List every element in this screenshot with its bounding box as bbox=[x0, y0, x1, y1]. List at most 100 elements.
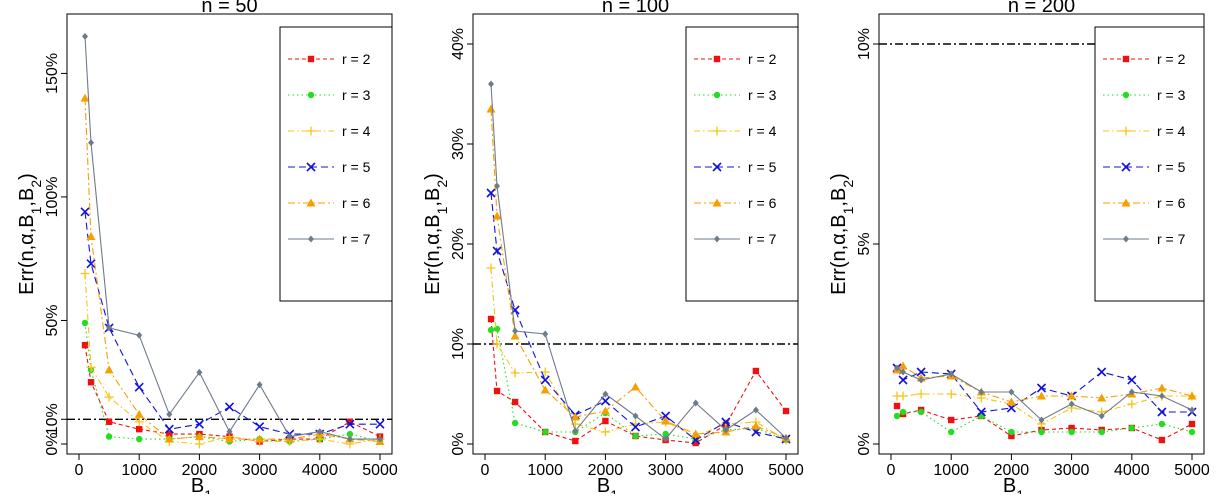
y-tick-label: 0% bbox=[856, 432, 873, 455]
data-point bbox=[602, 417, 609, 425]
data-point bbox=[752, 406, 759, 414]
data-point bbox=[542, 428, 549, 436]
data-point bbox=[486, 263, 496, 273]
data-point bbox=[691, 429, 701, 438]
legend: r = 2 r = 3 r = 4 r = 5 r = 6 r = 7 bbox=[279, 26, 393, 302]
data-point bbox=[632, 432, 639, 440]
x-tick-label: 5000 bbox=[768, 462, 804, 479]
data-point bbox=[286, 433, 293, 441]
legend-marker bbox=[714, 235, 720, 243]
data-point bbox=[80, 269, 90, 279]
data-point bbox=[492, 246, 502, 256]
legend-label: r = 2 bbox=[748, 51, 777, 67]
x-tick-label: 3000 bbox=[648, 462, 684, 479]
series-line bbox=[84, 322, 381, 443]
data-point bbox=[511, 398, 519, 406]
legend-label: r = 5 bbox=[748, 159, 777, 175]
data-point bbox=[917, 408, 925, 416]
legend-label: r = 2 bbox=[342, 51, 371, 67]
series-line bbox=[896, 411, 1193, 433]
data-point bbox=[899, 408, 907, 416]
data-point bbox=[486, 188, 496, 198]
data-point bbox=[898, 361, 908, 370]
data-point bbox=[1188, 428, 1196, 436]
data-point bbox=[1038, 428, 1045, 436]
data-point bbox=[1158, 392, 1165, 400]
data-point bbox=[1067, 391, 1077, 400]
data-point bbox=[106, 324, 113, 332]
chart-panel-1: n = 50 0 1000 2000 3000 4000 5000 B1 0%10% 50% 100… bbox=[16, 0, 398, 499]
data-point bbox=[916, 367, 926, 377]
x-tick-label: 5000 bbox=[1174, 462, 1210, 479]
legend-label: r = 6 bbox=[1157, 195, 1186, 211]
data-point bbox=[136, 435, 143, 443]
data-point bbox=[721, 417, 731, 427]
data-point bbox=[570, 419, 580, 429]
y-tick-label: 0% bbox=[44, 432, 61, 455]
legend-label: r = 4 bbox=[748, 123, 777, 139]
data-point bbox=[86, 259, 96, 269]
legend-label: r = 4 bbox=[342, 123, 371, 139]
x-tick-label: 2000 bbox=[182, 462, 218, 479]
legend-marker bbox=[712, 162, 722, 172]
data-point bbox=[1008, 432, 1015, 440]
series-line bbox=[490, 267, 787, 441]
legend-marker bbox=[1121, 162, 1131, 172]
data-point bbox=[752, 367, 760, 375]
legend-box bbox=[685, 26, 799, 302]
y-tick-label: 30% bbox=[450, 128, 467, 160]
data-point bbox=[224, 402, 235, 412]
data-point bbox=[631, 382, 640, 391]
legend-label: r = 7 bbox=[342, 231, 371, 247]
data-point bbox=[600, 406, 610, 415]
data-point bbox=[166, 410, 173, 418]
data-point bbox=[1068, 400, 1075, 408]
y-tick-label: 150% bbox=[44, 53, 61, 94]
data-point bbox=[1098, 428, 1105, 436]
legend-marker bbox=[1121, 198, 1131, 207]
legend-marker bbox=[306, 162, 316, 172]
legend-marker bbox=[306, 198, 316, 207]
data-point bbox=[632, 412, 639, 420]
data-point bbox=[346, 430, 354, 438]
y-tick-label: 0% bbox=[450, 432, 467, 455]
series-line bbox=[490, 328, 787, 441]
data-point bbox=[900, 368, 907, 376]
data-point bbox=[493, 325, 501, 333]
x-tick-label: 1000 bbox=[527, 462, 563, 479]
y-tick-label: 10% bbox=[44, 403, 61, 435]
data-point bbox=[1187, 391, 1197, 400]
data-point bbox=[86, 362, 96, 372]
legend-marker bbox=[307, 55, 315, 63]
data-point bbox=[512, 327, 519, 335]
legend-label: r = 3 bbox=[342, 87, 371, 103]
x-axis-label: B1 bbox=[1003, 475, 1024, 494]
x-tick-label: 4000 bbox=[302, 462, 338, 479]
data-point bbox=[510, 331, 520, 340]
legend-label: r = 7 bbox=[748, 231, 777, 247]
data-point bbox=[87, 379, 95, 386]
x-tick-label: 0 bbox=[75, 462, 84, 479]
y-tick-label: 20% bbox=[450, 228, 467, 260]
data-point bbox=[918, 376, 925, 384]
data-point bbox=[316, 428, 323, 436]
data-point bbox=[255, 434, 265, 443]
y-tick-label: 10% bbox=[450, 328, 467, 360]
data-point bbox=[493, 387, 501, 395]
data-point bbox=[1037, 391, 1046, 400]
legend-marker bbox=[713, 91, 721, 99]
data-point bbox=[104, 392, 114, 402]
chart-title: n = 100 bbox=[602, 0, 669, 17]
data-point bbox=[540, 375, 550, 385]
data-point bbox=[1098, 412, 1105, 420]
data-point bbox=[510, 368, 520, 378]
legend-marker bbox=[713, 55, 721, 63]
data-point bbox=[105, 418, 113, 425]
data-point bbox=[898, 375, 908, 385]
data-point bbox=[194, 419, 204, 429]
data-point bbox=[572, 437, 579, 445]
series-line bbox=[84, 36, 380, 440]
legend-marker bbox=[712, 126, 722, 136]
series-line bbox=[896, 367, 1192, 413]
chart-panel-3: n = 200 0 1000 2000 3000 4000 5000 B1 0% 5% 10% Err… bbox=[828, 0, 1210, 499]
